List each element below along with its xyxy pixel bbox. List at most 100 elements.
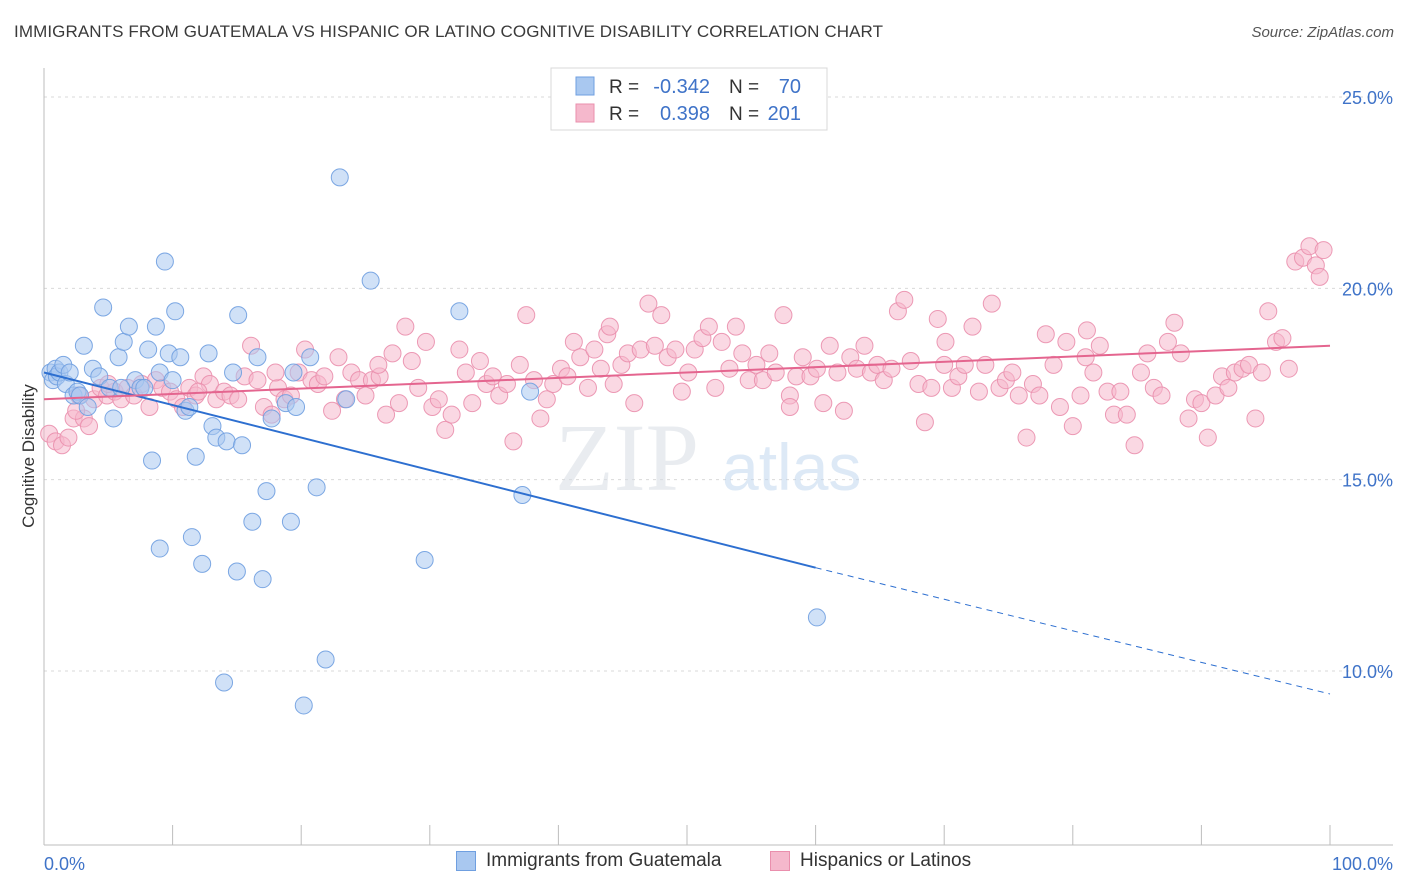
hispanics-point-173 — [1198, 428, 1217, 447]
hispanics-point-85 — [604, 375, 623, 393]
legend-swatch-hispanics — [575, 103, 595, 123]
guatemala-point-57 — [337, 390, 356, 409]
hispanics-point-167 — [1158, 332, 1177, 351]
hispanics-point-197 — [600, 317, 619, 336]
hispanics-point-137 — [955, 355, 974, 374]
hispanics-point-90 — [639, 294, 658, 313]
y-tick-label-15: 15.0% — [1342, 471, 1393, 491]
y-axis-label: Cognitive Disability — [19, 384, 38, 528]
guatemala-point-53 — [301, 348, 320, 367]
hispanics-point-129 — [901, 352, 920, 371]
hispanics-point-133 — [928, 309, 947, 328]
guatemala-point-28 — [155, 252, 174, 271]
guatemala-point-50 — [281, 512, 300, 531]
hispanics-point-160 — [1111, 382, 1130, 401]
guatemala-point-36 — [193, 554, 212, 573]
hispanics-point-88 — [625, 394, 644, 413]
hispanics-point-157 — [1090, 336, 1109, 355]
guatemala-point-59 — [415, 551, 434, 570]
hispanics-point-42 — [315, 367, 334, 386]
guatemala-point-66 — [215, 673, 234, 692]
guatemala-point-12 — [78, 397, 97, 416]
hispanics-point-153 — [1063, 417, 1082, 436]
hispanics-point-75 — [537, 390, 556, 409]
legend-box: R = -0.342 N = 70 R = 0.398 N = 201 — [550, 67, 828, 131]
hispanics-point-7 — [80, 417, 99, 436]
hispanics-point-64 — [463, 394, 482, 413]
chart-title: IMMIGRANTS FROM GUATEMALA VS HISPANIC OR… — [14, 22, 884, 41]
bottom-legend-label-guatemala: Immigrants from Guatemala — [486, 850, 722, 871]
guatemala-point-45 — [248, 348, 267, 367]
hispanics-point-116 — [814, 394, 833, 413]
guatemala-point-56 — [330, 168, 349, 187]
guatemala-point-46 — [253, 570, 272, 589]
hispanics-point-29 — [229, 390, 248, 409]
bottom-legend-item-guatemala: Immigrants from Guatemala — [456, 850, 721, 872]
legend-n-value-hispanics: 201 — [768, 103, 801, 125]
guatemala-point-23 — [135, 378, 154, 397]
guatemala-point-17 — [104, 409, 123, 428]
hispanics-point-81 — [578, 378, 597, 397]
hispanics-point-74 — [531, 409, 550, 428]
hispanics-point-170 — [1179, 409, 1198, 428]
hispanics-point-70 — [504, 432, 523, 451]
hispanics-point-161 — [1117, 405, 1136, 424]
hispanics-point-76 — [544, 375, 563, 393]
guatemala-point-64 — [182, 528, 201, 547]
hispanics-point-62 — [450, 340, 469, 359]
guatemala-point-47 — [257, 482, 276, 501]
hispanics-point-69 — [497, 375, 516, 393]
guatemala-point-54 — [307, 478, 326, 497]
guatemala-point-55 — [316, 650, 335, 669]
guatemala-point-26 — [146, 317, 165, 336]
legend-n-label-guatemala: N = — [729, 77, 759, 98]
hispanics-point-3 — [59, 428, 78, 447]
guatemala-point-37 — [199, 344, 218, 363]
hispanics-point-191 — [1314, 241, 1333, 260]
hispanics-point-101 — [712, 332, 731, 351]
y-tick-label-10: 10.0% — [1342, 662, 1393, 682]
hispanics-point-113 — [793, 348, 812, 367]
guatemala-point-48 — [262, 409, 281, 428]
gridlines: 10.0% 15.0% 20.0% 25.0% — [44, 88, 1393, 682]
guatemala-point-42 — [229, 306, 248, 325]
hispanics-point-149 — [1036, 325, 1055, 344]
guatemala-point-35 — [186, 447, 205, 466]
hispanics-point-131 — [915, 413, 934, 432]
bottom-legend-swatch-guatemala — [456, 851, 476, 871]
hispanics-point-168 — [1165, 313, 1184, 332]
guatemala-point-24 — [139, 340, 158, 359]
hispanics-point-100 — [706, 378, 725, 397]
hispanics-point-198 — [780, 397, 799, 416]
hispanics-point-128 — [895, 290, 914, 309]
hispanics-point-154 — [1071, 386, 1090, 405]
guatemala-point-58 — [361, 271, 380, 290]
trend-line-hispanics — [43, 344, 1331, 401]
hispanics-point-57 — [416, 332, 435, 351]
hispanics-point-32 — [248, 371, 267, 390]
trend-lines — [43, 344, 1331, 695]
hispanics-point-141 — [982, 294, 1001, 313]
hispanics-point-51 — [377, 405, 396, 424]
series-guatemala-points — [41, 168, 826, 715]
hispanics-point-190 — [1310, 267, 1329, 286]
hispanics-point-82 — [585, 340, 604, 359]
hispanics-point-80 — [571, 348, 590, 367]
y-tick-label-25: 25.0% — [1342, 88, 1393, 108]
bottom-legend: Immigrants from Guatemala Hispanics or L… — [0, 850, 1406, 880]
hispanics-point-172 — [1192, 394, 1211, 413]
guatemala-point-20 — [119, 317, 138, 336]
watermark-zip: ZIP — [555, 404, 699, 511]
legend-n-label-hispanics: N = — [729, 104, 759, 125]
hispanics-point-110 — [774, 306, 793, 325]
x-tick-label-100: 100.0% — [1332, 854, 1393, 874]
guatemala-point-18 — [109, 348, 128, 367]
hispanics-point-104 — [733, 344, 752, 363]
hispanics-point-65 — [470, 352, 489, 371]
hispanics-point-53 — [389, 394, 408, 413]
hispanics-point-118 — [828, 363, 847, 382]
watermark: ZIP atlas — [555, 404, 861, 511]
guatemala-point-44 — [243, 512, 262, 531]
hispanics-point-59 — [429, 390, 448, 409]
